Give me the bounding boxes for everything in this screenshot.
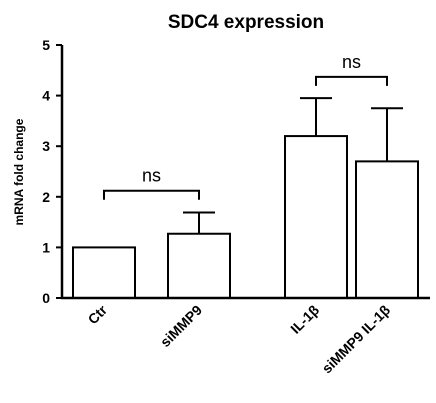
- y-tick-label: 2: [42, 189, 50, 205]
- y-tick-label: 4: [42, 88, 50, 104]
- y-ticks-group: 0 1 2 3 4 5: [42, 37, 62, 306]
- significance-bracket-1: ns: [103, 166, 200, 200]
- error-bar-simmp9-il-1: [371, 107, 403, 162]
- x-tick-label: Ctr: [84, 301, 110, 327]
- y-tick-label: 5: [42, 37, 50, 53]
- significance-label: ns: [142, 166, 161, 186]
- error-bar-il-1: [300, 97, 332, 137]
- significance-label: ns: [342, 52, 361, 72]
- error-bars-group: [183, 97, 403, 234]
- significance-annotations: ns ns: [103, 52, 388, 200]
- significance-bracket-2: ns: [315, 52, 388, 86]
- bar-simmp9-il-1: [355, 160, 419, 299]
- error-bar-simmp9: [183, 211, 215, 234]
- x-tick-label: siMMP9 IL-1β: [319, 301, 394, 376]
- x-tick-label: siMMP9: [157, 302, 205, 350]
- bar-il-1: [284, 135, 348, 299]
- bar-ctr: [72, 246, 136, 299]
- y-tick-label: 0: [42, 290, 50, 306]
- x-tick-label: IL-1β: [287, 301, 322, 336]
- bars-group: [72, 135, 419, 300]
- y-tick-label: 1: [42, 239, 50, 255]
- bar-simmp9: [167, 232, 231, 300]
- y-tick-label: 3: [42, 138, 50, 154]
- y-axis-label: mRNA fold change: [12, 118, 26, 225]
- chart-title: SDC4 expression: [168, 12, 324, 33]
